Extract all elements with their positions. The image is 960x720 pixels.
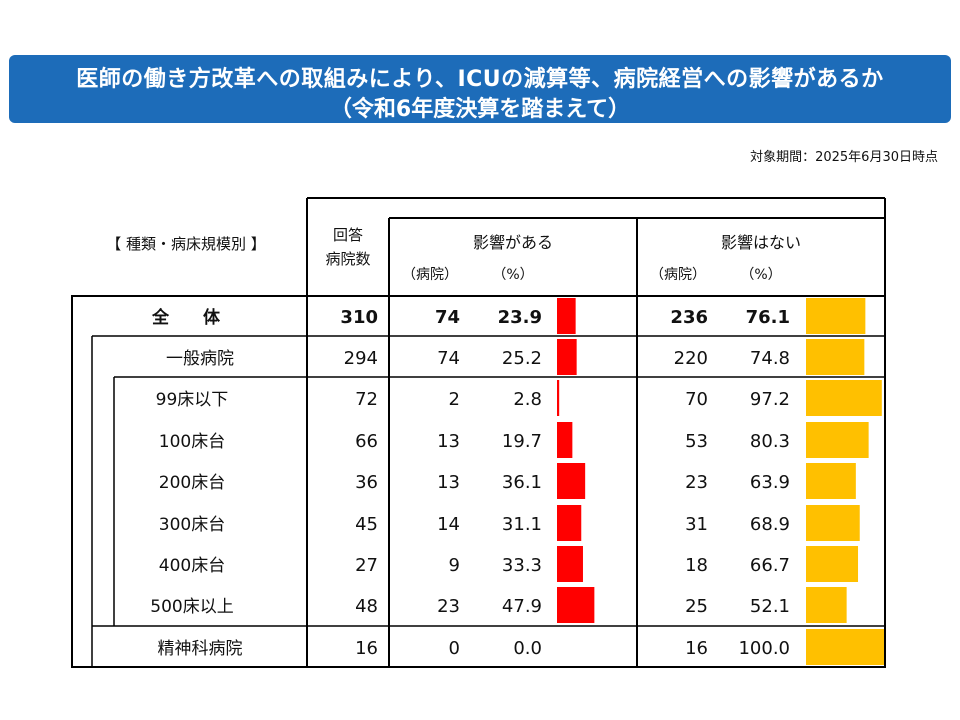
not-affected-bar [806,505,860,541]
affected-bar [557,298,576,334]
row-affected-count: 23 [437,596,460,617]
affected-unit-hospitals: （病院） [402,267,458,283]
row-affected-percent: 19.7 [502,431,542,452]
row-label: 400床台 [159,556,225,576]
affected-bar [557,422,573,458]
row-label: 100床台 [159,432,225,452]
category-header: 【 種類・病床規模別 】 [106,235,266,253]
row-not-affected-count: 220 [674,348,708,369]
row-label: 99床以下 [156,390,229,410]
affected-bar [557,380,560,416]
row-not-affected-percent: 76.1 [746,307,790,328]
title-banner: 医師の働き方改革への取組みにより、ICUの減算等、病院経営への影響があるか （令… [9,55,951,123]
title-line-2: （令和6年度決算を踏まえて） [329,97,631,122]
row-total-count: 294 [344,348,378,369]
affected-bar [557,505,582,541]
affected-bar [557,339,577,375]
not-affected-bar [806,339,865,375]
not-affected-header: 影響はない [721,233,801,252]
row-total-count: 16 [355,638,378,659]
count-header-line-1: 回答 [333,226,363,244]
row-not-affected-count: 25 [685,596,708,617]
row-not-affected-percent: 52.1 [750,596,790,617]
row-not-affected-count: 70 [685,389,708,410]
row-affected-count: 14 [437,514,460,535]
row-total-count: 66 [355,431,378,452]
affected-bar [557,463,586,499]
not-affected-unit-percent: （%） [740,267,781,283]
affected-unit-percent: （%） [492,267,533,283]
not-affected-bar [806,546,859,582]
row-affected-percent: 23.9 [498,307,542,328]
table-body-border [71,295,886,668]
row-not-affected-count: 236 [670,307,708,328]
row-affected-percent: 25.2 [502,348,542,369]
affected-header: 影響がある [473,233,553,252]
row-affected-count: 9 [449,555,460,576]
count-header-line-2: 病院数 [325,250,370,268]
row-not-affected-count: 31 [685,514,708,535]
not-affected-bar [806,629,884,665]
row-affected-count: 0 [449,638,460,659]
row-total-count: 310 [340,307,378,328]
row-label: 200床台 [159,473,225,493]
row-affected-count: 13 [437,431,460,452]
row-not-affected-count: 53 [685,431,708,452]
not-affected-unit-hospitals: （病院） [650,267,706,283]
row-affected-percent: 36.1 [502,472,542,493]
row-not-affected-percent: 66.7 [750,555,790,576]
title-line-1: 医師の働き方改革への取組みにより、ICUの減算等、病院経営への影響があるか [76,67,884,92]
row-not-affected-count: 18 [685,555,708,576]
row-not-affected-percent: 63.9 [750,472,790,493]
not-affected-bar [806,463,856,499]
not-affected-bar [806,422,869,458]
row-not-affected-percent: 74.8 [750,348,790,369]
row-not-affected-count: 16 [685,638,708,659]
row-affected-count: 13 [437,472,460,493]
row-affected-count: 74 [437,348,460,369]
row-affected-percent: 2.8 [513,389,542,410]
row-affected-percent: 31.1 [502,514,542,535]
row-total-count: 45 [355,514,378,535]
row-label: 300床台 [159,515,225,535]
row-not-affected-count: 23 [685,472,708,493]
not-affected-bar [806,298,866,334]
row-not-affected-percent: 80.3 [750,431,790,452]
table-grid [71,197,886,668]
affected-bar [557,587,595,623]
row-affected-percent: 0.0 [513,638,542,659]
affected-bar [557,546,583,582]
row-total-count: 48 [355,596,378,617]
not-affected-bar [806,587,847,623]
survey-period: 対象期間：2025年6月30日時点 [750,150,938,165]
row-affected-count: 2 [449,389,460,410]
row-label: 500床以上 [150,597,233,617]
row-label: 全 体 [151,307,221,328]
row-not-affected-percent: 97.2 [750,389,790,410]
row-total-count: 72 [355,389,378,410]
row-affected-count: 74 [435,307,460,328]
row-affected-percent: 33.3 [502,555,542,576]
row-total-count: 36 [355,472,378,493]
row-label: 精神科病院 [158,639,243,659]
row-affected-percent: 47.9 [502,596,542,617]
row-not-affected-percent: 68.9 [750,514,790,535]
row-not-affected-percent: 100.0 [738,638,790,659]
row-total-count: 27 [355,555,378,576]
row-label: 一般病院 [166,349,234,369]
not-affected-bar [806,380,882,416]
